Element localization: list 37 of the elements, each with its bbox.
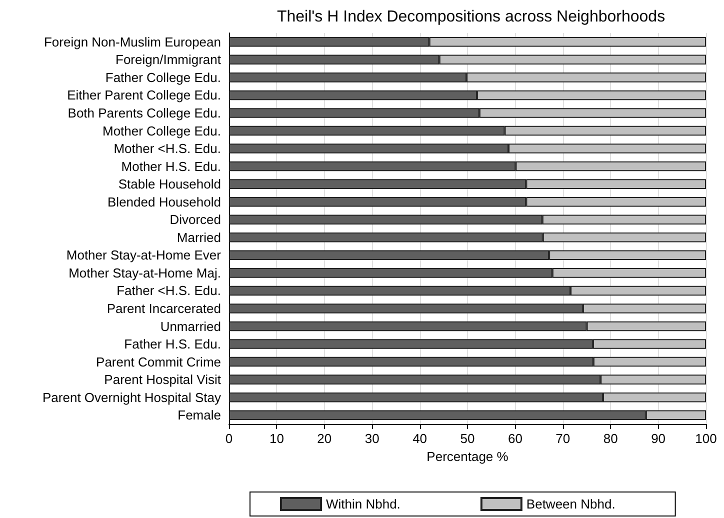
y-tick-label: Unmarried — [160, 318, 221, 334]
y-tick-label: Divorced — [170, 212, 221, 228]
x-tick-label: 20 — [317, 431, 332, 446]
x-tick-label: 80 — [603, 431, 618, 446]
y-tick-label: Parent Hospital Visit — [104, 372, 222, 388]
y-tick-label: Mother H.S. Edu. — [121, 158, 221, 174]
x-tick-label: 40 — [412, 431, 428, 446]
y-tick-label: Mother Stay-at-Home Maj. — [68, 265, 221, 280]
y-tick-label: Foreign Non-Muslim European — [44, 34, 221, 50]
y-tick-label: Father College Edu. — [105, 70, 221, 85]
y-tick-label: Mother Stay-at-Home Ever — [66, 248, 222, 263]
y-tick-label: Both Parents College Edu. — [68, 105, 221, 120]
x-tick-label: 90 — [651, 431, 666, 446]
y-tick-label: Mother <H.S. Edu. — [114, 141, 221, 156]
y-tick-label: Mother College Edu. — [102, 123, 221, 138]
y-tick-label: Married — [176, 230, 221, 245]
y-tick-label: Parent Overnight Hospital Stay — [42, 390, 222, 405]
x-tick-label: 60 — [508, 431, 522, 446]
y-tick-label: Either Parent College Edu. — [67, 88, 221, 103]
y-tick-label: Father <H.S. Edu. — [116, 283, 221, 298]
legend-label: Between Nbhd. — [526, 496, 616, 512]
x-tick-label: 70 — [556, 431, 570, 446]
x-tick-label: 50 — [460, 431, 475, 446]
y-tick-label: Foreign/Immigrant — [116, 52, 222, 68]
y-tick-label: Father H.S. Edu. — [124, 336, 221, 352]
x-tick-label: 0 — [225, 431, 233, 446]
x-axis-title: Percentage % — [426, 448, 509, 464]
legend-label: Within Nbhd. — [326, 496, 400, 512]
x-tick-label: 100 — [695, 431, 717, 446]
x-tick-label: 10 — [269, 431, 284, 446]
y-tick-label: Parent Commit Crime — [96, 354, 221, 370]
y-tick-label: Blended Household — [108, 194, 221, 210]
y-tick-label: Parent Incarcerated — [106, 300, 221, 316]
x-tick-label: 30 — [364, 431, 380, 446]
y-tick-label: Stable Household — [118, 176, 221, 192]
y-tick-label: Female — [178, 408, 221, 423]
chart-title: Theil's H Index Decompositions across Neighborhoods — [276, 8, 666, 26]
